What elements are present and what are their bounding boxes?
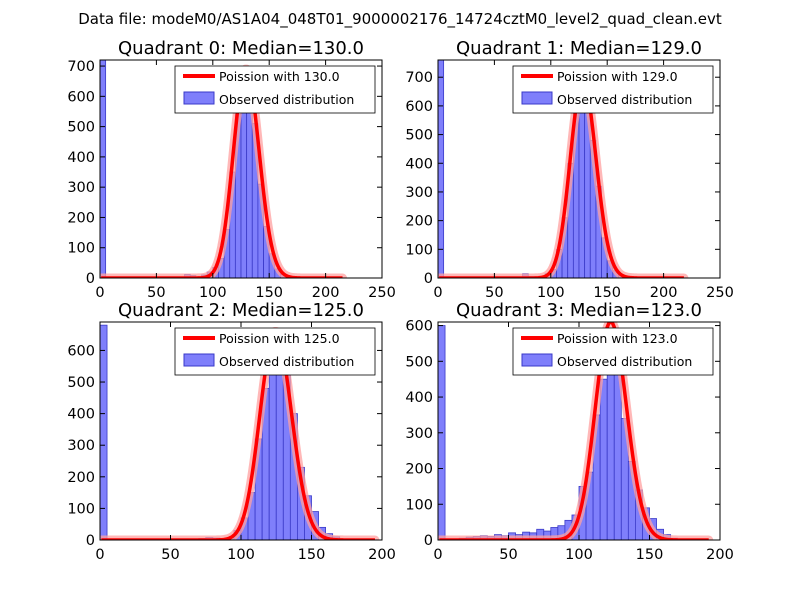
quadrant-3-poisson-curve <box>439 322 710 540</box>
quadrant-1-x-tick-label: 0 <box>433 285 442 301</box>
quadrant-3-x-tick-label: 0 <box>433 547 442 563</box>
quadrant-2-x-tick-label: 50 <box>161 547 179 563</box>
quadrant-1-x-tick-label: 100 <box>537 285 565 301</box>
quadrant-2-y-tick-label: 100 <box>67 501 95 517</box>
quadrant-3-panel: Quadrant 3: Median=123.0 0 50 100 150 200 0 10… <box>405 300 734 563</box>
quadrant-3-histogram-bar <box>599 378 608 540</box>
quadrant-1-y-tick-label: 400 <box>405 156 433 172</box>
quadrant-3-x-tick-label: 150 <box>636 547 664 563</box>
quadrant-3-histogram-bar <box>606 357 615 540</box>
quadrant-0-x-tick-label: 50 <box>147 285 165 301</box>
quadrant-3-legend <box>512 327 714 376</box>
quadrant-2-x-tick-label: 0 <box>95 547 104 563</box>
quadrant-3-legend-observed-swatch <box>521 353 553 367</box>
quadrant-1-panel: Quadrant 1: Median=129.0 0 50 100 150 200 250… <box>405 38 734 301</box>
quadrant-3-legend-observed-label: Observed distribution <box>557 354 692 369</box>
quadrant-1-y-tick-label: 0 <box>424 271 433 287</box>
quadrant-2-poisson-curve <box>101 329 376 540</box>
quadrant-1-y-tick-label: 300 <box>405 185 433 201</box>
quadrant-3-y-tick-label: 600 <box>405 319 433 335</box>
quadrant-1-legend-observed-label: Observed distribution <box>557 92 692 107</box>
quadrant-3-y-tick-label: 200 <box>405 462 433 478</box>
quadrant-1-x-tick-label: 50 <box>485 285 503 301</box>
quadrant-0-y-tick-label: 600 <box>67 89 95 105</box>
quadrant-0-legend-observed-swatch <box>183 91 215 105</box>
quadrant-3-y-tick-label: 500 <box>405 354 433 370</box>
quadrant-0-histogram-bar <box>100 60 107 278</box>
quadrant-2-histogram-bar <box>268 353 277 540</box>
quadrant-0-legend <box>174 65 376 114</box>
quadrant-3-title: Quadrant 3: Median=123.0 <box>456 300 702 321</box>
quadrant-1-y-tick-label: 700 <box>405 70 433 86</box>
quadrant-2-y-tick-label: 400 <box>67 407 95 423</box>
quadrant-1-axes-frame <box>437 59 721 279</box>
quadrant-2-y-tick-label: 600 <box>67 343 95 359</box>
quadrant-0-y-tick-label: 500 <box>67 120 95 136</box>
quadrant-1-x-tick-label: 250 <box>706 285 734 301</box>
quadrant-2-y-tick-label: 300 <box>67 438 95 454</box>
quadrant-1-y-tick-label: 200 <box>405 214 433 230</box>
quadrant-1-y-tick-label: 500 <box>405 128 433 144</box>
quadrant-1-x-tick-label: 200 <box>650 285 678 301</box>
quadrant-2-histogram-bar <box>100 324 108 540</box>
quadrant-0-panel: Quadrant 0: Median=130.0 0 50 100 150 200 250… <box>67 38 396 301</box>
quadrant-0-x-tick-label: 100 <box>199 285 227 301</box>
quadrant-2-y-tick-label: 500 <box>67 375 95 391</box>
quadrant-2-legend-poisson-label: Poission with 125.0 <box>219 331 340 346</box>
quadrant-1-histogram-bar <box>438 60 445 278</box>
quadrant-0-legend-poisson-label: Poission with 130.0 <box>219 69 340 84</box>
quadrant-3-legend-poisson-label: Poission with 123.0 <box>557 331 678 346</box>
quadrant-0-x-tick-label: 150 <box>255 285 283 301</box>
quadrant-1-legend-observed-swatch <box>521 91 553 105</box>
quadrant-2-y-tick-label: 0 <box>86 533 95 549</box>
quadrant-2-x-tick-label: 100 <box>227 547 255 563</box>
quadrant-0-y-tick-label: 300 <box>67 180 95 196</box>
quadrant-0-y-tick-label: 100 <box>67 241 95 257</box>
quadrant-3-y-tick-label: 0 <box>424 533 433 549</box>
quadrant-2-legend <box>174 327 376 376</box>
quadrant-2-legend-observed-label: Observed distribution <box>219 354 354 369</box>
quadrant-1-y-tick-label: 600 <box>405 99 433 115</box>
quadrant-0-legend-observed-label: Observed distribution <box>219 92 354 107</box>
quadrant-3-y-tick-label: 100 <box>405 497 433 513</box>
quadrant-2-title: Quadrant 2: Median=125.0 <box>118 300 364 321</box>
quadrant-2-legend-observed-swatch <box>183 353 215 367</box>
quadrant-2-x-tick-label: 200 <box>368 547 396 563</box>
quadrant-3-x-tick-label: 200 <box>706 547 734 563</box>
quadrant-1-legend-poisson-label: Poission with 129.0 <box>557 69 678 84</box>
quadrant-0-x-tick-label: 250 <box>368 285 396 301</box>
quadrant-3-x-tick-label: 100 <box>565 547 593 563</box>
quadrant-0-x-tick-label: 0 <box>95 285 104 301</box>
quadrant-1-y-tick-label: 100 <box>405 242 433 258</box>
quadrant-2-panel: Quadrant 2: Median=125.0 0 50 100 150 200 0 10… <box>67 300 396 563</box>
quadrant-0-title: Quadrant 0: Median=130.0 <box>118 38 364 59</box>
quadrant-2-x-tick-label: 150 <box>298 547 326 563</box>
quadrant-0-y-tick-label: 0 <box>86 271 95 287</box>
quadrant-1-legend <box>512 65 714 114</box>
quadrant-3-plot-area <box>438 322 714 540</box>
quadrant-0-y-tick-label: 700 <box>67 59 95 75</box>
quadrant-0-axes-frame <box>99 59 383 279</box>
quadrant-3-y-tick-label: 400 <box>405 390 433 406</box>
quadrant-1-title: Quadrant 1: Median=129.0 <box>456 38 702 59</box>
quadrant-3-histogram-bar <box>613 368 622 540</box>
quadrant-2-y-tick-label: 200 <box>67 470 95 486</box>
quadrant-0-y-tick-label: 400 <box>67 150 95 166</box>
quadrant-3-y-tick-label: 300 <box>405 426 433 442</box>
quadrant-0-y-tick-label: 200 <box>67 210 95 226</box>
quadrant-1-x-tick-label: 150 <box>593 285 621 301</box>
figure-title: Data file: modeM0/AS1A04_048T01_90000021… <box>78 10 722 29</box>
quadrant-3-x-tick-label: 50 <box>499 547 517 563</box>
quadrant-0-x-tick-label: 200 <box>312 285 340 301</box>
